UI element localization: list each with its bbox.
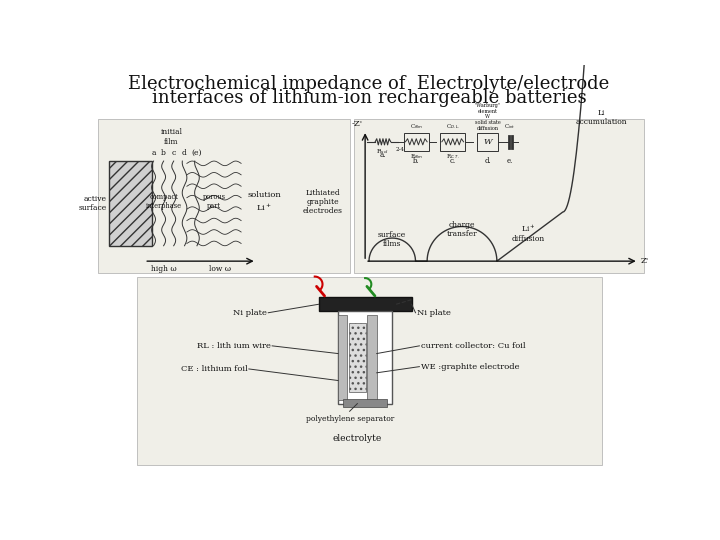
Text: low ω: low ω [210, 265, 231, 273]
Text: 2-4: 2-4 [395, 147, 405, 152]
Text: d: d [182, 149, 187, 157]
Text: c: c [171, 149, 176, 157]
Text: d.: d. [484, 157, 491, 165]
Text: R$_{film}$: R$_{film}$ [410, 153, 423, 161]
Bar [404, 132, 428, 151]
Bar [338, 315, 347, 400]
Text: e.: e. [507, 157, 513, 165]
Bar [367, 315, 377, 400]
Bar [98, 119, 350, 273]
Text: Li$^+$
diffusion: Li$^+$ diffusion [511, 222, 544, 244]
Text: "Warburg"
element
W
solid state
diffusion: "Warburg" element W solid state diffusio… [474, 103, 500, 131]
Bar [441, 132, 465, 151]
Text: Li
accumulation: Li accumulation [576, 109, 627, 126]
Text: W: W [483, 138, 492, 146]
Text: Ni plate: Ni plate [233, 309, 266, 317]
Text: R$_{C.T.}$: R$_{C.T.}$ [446, 153, 459, 161]
Text: R$_{sol}$: R$_{sol}$ [377, 147, 390, 156]
Text: surface
films: surface films [378, 231, 406, 248]
Text: porous
part: porous part [202, 193, 225, 211]
Text: interfaces of lithium-ion rechargeable batteries: interfaces of lithium-ion rechargeable b… [152, 89, 586, 107]
Bar [349, 323, 366, 392]
Text: RL : lith ium wire: RL : lith ium wire [197, 342, 271, 350]
Text: solution
Li$^+$: solution Li$^+$ [248, 191, 282, 213]
Text: Ni plate: Ni plate [417, 309, 451, 317]
Text: -Z': -Z' [351, 120, 363, 128]
Text: charge
transfer: charge transfer [446, 221, 477, 238]
Bar [338, 311, 392, 403]
Text: electrolyte: electrolyte [333, 434, 382, 443]
Text: Lithiated
graphite
electrodes: Lithiated graphite electrodes [302, 188, 343, 215]
Text: (e): (e) [192, 149, 202, 157]
Text: compact
interphase: compact interphase [145, 193, 181, 211]
Text: C$_{D.L.}$: C$_{D.L.}$ [446, 122, 460, 131]
Text: Electrochemical impedance of  Electrolyte/electrode: Electrochemical impedance of Electrolyte… [128, 75, 610, 93]
Text: a: a [151, 149, 156, 157]
Bar [137, 276, 601, 465]
Text: a.: a. [379, 151, 386, 159]
Text: C$_{film}$: C$_{film}$ [410, 122, 423, 131]
Text: current collector: Cu foil: current collector: Cu foil [421, 342, 526, 350]
Text: C$_{int}$: C$_{int}$ [504, 122, 516, 131]
Text: CE : lithium foil: CE : lithium foil [181, 365, 248, 373]
Text: b: b [161, 149, 166, 157]
Text: active
surface: active surface [78, 195, 107, 212]
Text: polyethylene separator: polyethylene separator [305, 415, 394, 423]
Bar [109, 161, 152, 246]
Bar [477, 132, 498, 151]
Bar [343, 399, 387, 407]
Text: Z': Z' [640, 257, 649, 265]
Bar [319, 298, 412, 311]
Text: initial
film: initial film [161, 129, 182, 146]
Bar [354, 119, 644, 273]
Text: b.: b. [413, 157, 420, 165]
Text: WE :graphite electrode: WE :graphite electrode [421, 363, 519, 370]
Text: c.: c. [449, 157, 456, 165]
Text: high ω: high ω [150, 265, 176, 273]
